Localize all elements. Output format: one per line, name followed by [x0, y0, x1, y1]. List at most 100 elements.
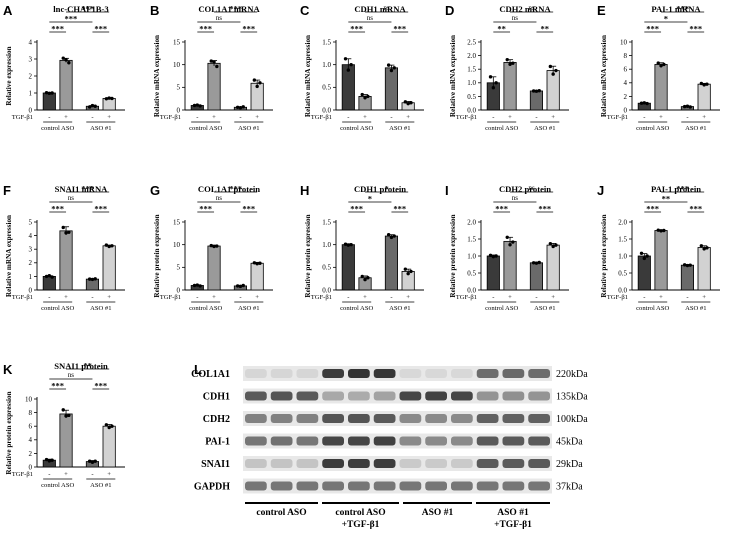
blot-strip	[243, 366, 552, 381]
blot-band	[322, 481, 344, 491]
blot-band	[399, 459, 422, 468]
significance-label: ***	[538, 203, 551, 213]
panel-letter: J	[597, 183, 604, 198]
blot-band	[502, 481, 525, 491]
y-tick-label: 0.5	[322, 264, 331, 272]
data-point	[534, 89, 539, 93]
y-tick-label: 0	[177, 286, 181, 294]
blot-row-pai-1: PAI-1 45kDa	[205, 433, 583, 449]
treatment-label: TGF-β1	[311, 114, 332, 121]
data-point	[93, 104, 97, 108]
y-tick-label: 1.5	[322, 38, 331, 46]
data-point	[107, 96, 111, 100]
y-tick-label: 5	[29, 218, 33, 226]
data-point	[705, 82, 709, 86]
y-tick-label: 10	[25, 395, 33, 403]
blot-band	[270, 436, 293, 446]
significance-label: ***	[242, 203, 255, 213]
group-label: control ASO	[485, 305, 518, 312]
treatment-mark: -	[686, 294, 688, 301]
y-tick-label: 1.5	[467, 235, 476, 243]
blot-row-cdh1: CDH1 135kDa	[203, 388, 588, 404]
y-tick-label: 1	[29, 89, 33, 97]
data-point	[392, 234, 396, 238]
blot-band	[373, 436, 396, 446]
data-point	[238, 106, 243, 110]
blot-strip	[243, 456, 552, 471]
blot-band	[296, 391, 319, 401]
chart-title: SNAI1 mRNA	[55, 184, 109, 194]
blot-group-label: control ASO	[335, 508, 385, 518]
significance-label: ns	[68, 194, 75, 202]
data-point	[87, 459, 92, 463]
significance-label: ns	[216, 14, 223, 22]
treatment-label: TGF-β1	[311, 294, 332, 301]
data-point	[389, 235, 394, 240]
chart-title: CDH1 protein	[354, 184, 406, 194]
data-point	[192, 103, 197, 108]
y-axis-label: Relative mRNA expression	[5, 215, 13, 297]
y-tick-label: 3	[29, 55, 33, 63]
data-point	[548, 64, 553, 69]
treatment-label: TGF-β1	[607, 294, 628, 301]
data-point	[645, 101, 649, 106]
data-point	[50, 91, 54, 95]
bar	[637, 255, 651, 291]
bar	[503, 62, 517, 111]
treatment-mark: +	[363, 114, 367, 121]
significance-label: ***	[242, 23, 255, 33]
y-tick-label: 5	[177, 84, 181, 92]
data-point	[508, 62, 512, 67]
blot-band	[425, 369, 447, 378]
y-axis-label: Relative protein expression	[153, 214, 161, 297]
significance-label: ***	[689, 23, 702, 33]
y-tick-label: 10	[173, 241, 181, 249]
data-point	[64, 231, 68, 235]
data-point	[531, 89, 536, 93]
bar	[503, 240, 517, 291]
y-tick-label: 1.5	[618, 235, 627, 243]
blot-group-sublabel: +TGF-β1	[342, 520, 380, 530]
treatment-mark: -	[48, 471, 50, 478]
treatment-mark: -	[492, 294, 494, 301]
treatment-mark: -	[91, 294, 93, 301]
data-point	[685, 263, 690, 268]
y-tick-label: 2.0	[618, 218, 627, 226]
y-axis-label: Relative expression	[5, 46, 13, 105]
y-tick-label: 1.0	[467, 252, 476, 260]
blot-band	[399, 436, 422, 446]
treatment-mark: +	[255, 294, 259, 301]
significance-label: ***	[51, 203, 64, 213]
data-point	[534, 261, 539, 265]
data-point	[64, 414, 68, 418]
blot-kda-label: 220kDa	[556, 369, 588, 380]
treatment-label: TGF-β1	[12, 471, 33, 478]
data-point	[235, 284, 240, 288]
group-label: control ASO	[340, 125, 373, 132]
data-point	[61, 56, 65, 60]
y-tick-label: 0.5	[467, 269, 476, 277]
blot-band	[270, 369, 293, 378]
data-point	[67, 230, 71, 234]
blot-band	[373, 414, 396, 423]
blot-group-sublabel: +TGF-β1	[494, 520, 532, 530]
significance-label: **	[662, 193, 671, 203]
bar	[102, 245, 116, 291]
treatment-mark: +	[64, 114, 68, 121]
blot-band	[348, 459, 370, 468]
data-point	[107, 425, 111, 430]
significance-label: ***	[65, 13, 78, 23]
data-point	[192, 283, 197, 288]
data-point	[67, 413, 71, 418]
treatment-mark: -	[643, 294, 645, 301]
treatment-mark: -	[643, 114, 645, 121]
blot-band	[425, 391, 447, 401]
data-point	[198, 284, 202, 288]
y-tick-label: 0	[177, 106, 181, 114]
y-tick-label: 3	[29, 246, 33, 254]
blot-band	[373, 369, 396, 378]
y-tick-label: 0.0	[322, 286, 331, 294]
data-point	[212, 60, 216, 64]
data-point	[93, 459, 97, 463]
